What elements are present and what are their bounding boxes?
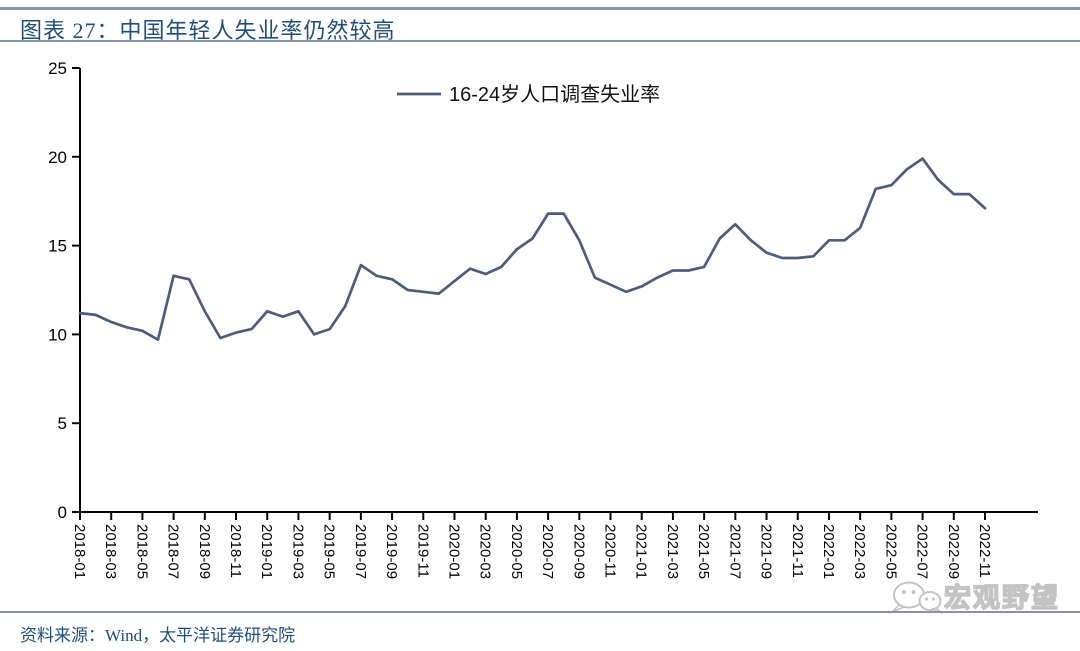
x-tick-label: 2018-11 <box>227 524 244 578</box>
x-tick-label: 2019-05 <box>321 524 338 579</box>
legend-label: 16-24岁人口调查失业率 <box>449 83 660 106</box>
y-tick-label: 0 <box>58 503 67 522</box>
figure-title: 图表 27：中国年轻人失业率仍然较高 <box>20 18 396 43</box>
x-tick-label: 2021-07 <box>726 524 743 579</box>
y-tick-label: 20 <box>48 148 67 167</box>
x-tick-label: 2022-11 <box>976 524 993 578</box>
x-tick-label: 2018-03 <box>102 524 119 579</box>
y-tick-label: 25 <box>48 59 67 78</box>
bubble-eye <box>911 590 916 594</box>
series-line <box>78 157 987 342</box>
x-tick-label: 2018-01 <box>71 524 88 579</box>
x-tick-label: 2022-01 <box>820 524 837 579</box>
y-tick-label: 10 <box>48 325 67 344</box>
x-tick-label: 2020-05 <box>508 524 525 579</box>
x-tick-label: 2019-07 <box>352 524 369 579</box>
title-underline <box>0 40 1080 42</box>
wechat-bubbles-icon <box>891 581 943 614</box>
x-tick-label: 2022-09 <box>945 524 962 579</box>
x-tick-label: 2021-11 <box>789 524 806 578</box>
bubble-eye <box>902 590 906 594</box>
x-tick-label: 2018-09 <box>196 524 213 579</box>
watermark: 宏观野望 <box>891 581 1060 614</box>
x-tick-label: 2019-11 <box>414 524 431 578</box>
x-tick-label: 2020-11 <box>602 524 619 578</box>
x-tick-label: 2021-09 <box>758 524 775 579</box>
x-tick-label: 2020-03 <box>477 524 494 579</box>
x-tick-label: 2020-07 <box>539 524 556 579</box>
y-tick-label: 15 <box>48 237 67 256</box>
x-tick-label: 2021-03 <box>664 524 681 579</box>
x-tick-label: 2020-01 <box>445 524 462 579</box>
source-note: 资料来源：Wind，太平洋证券研究院 <box>20 626 296 645</box>
x-tick-label: 2019-09 <box>383 524 400 579</box>
x-tick-label: 2020-09 <box>570 524 587 579</box>
small-bubble <box>918 591 942 611</box>
x-tick-label: 2022-05 <box>882 524 899 579</box>
big-bubble-tail <box>891 604 905 613</box>
x-tick-label: 2019-01 <box>258 524 275 579</box>
x-tick-label: 2022-03 <box>851 524 868 579</box>
x-tick-label: 2019-03 <box>289 524 306 579</box>
x-tick-label: 2021-01 <box>633 524 650 579</box>
bubble-eye <box>924 597 929 601</box>
x-tick-label: 2018-05 <box>133 524 150 579</box>
x-tick-label: 2022-07 <box>914 524 931 579</box>
top-rule <box>0 7 1080 10</box>
x-tick-label: 2021-05 <box>695 524 712 579</box>
y-tick-label: 5 <box>58 414 67 433</box>
watermark-text: 宏观野望 <box>944 582 1060 613</box>
bubble-eye <box>931 597 936 601</box>
footer-rule <box>0 611 1080 613</box>
x-tick-label: 2018-07 <box>165 524 182 579</box>
legend: 16-24岁人口调查失业率 <box>397 83 660 106</box>
